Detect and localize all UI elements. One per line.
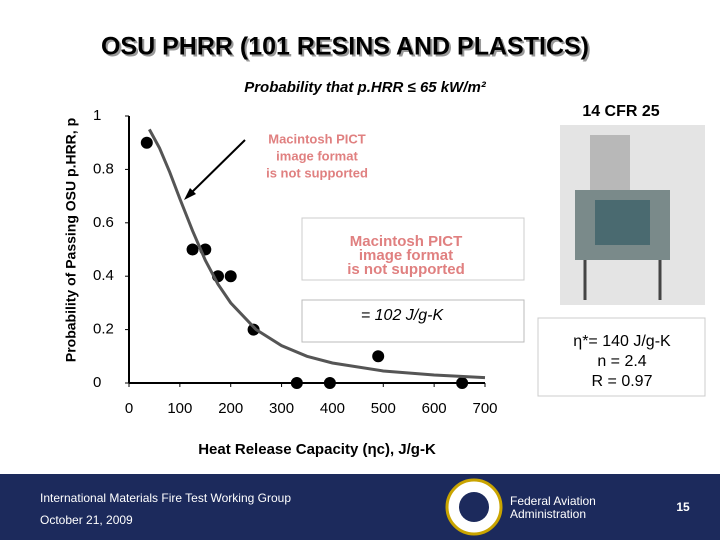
fit-text: n = 2.4 — [597, 353, 646, 370]
data-point — [247, 323, 260, 336]
placeholder-text: image format — [276, 148, 358, 163]
x-tick-label: 700 — [472, 400, 497, 417]
y-tick-label: 0.6 — [93, 214, 114, 231]
y-tick-label: 0.4 — [93, 267, 114, 284]
x-tick-label: 600 — [422, 400, 447, 417]
standard-label: 14 CFR 25 — [582, 103, 659, 120]
faa-logo-center — [459, 492, 489, 522]
x-axis-label: Heat Release Capacity (ηc), J/g-K — [198, 441, 436, 458]
data-point — [323, 377, 336, 389]
placeholder-text: is not supported — [347, 261, 465, 278]
y-tick-label: 0 — [93, 374, 101, 391]
fit-box — [537, 317, 706, 397]
placeholder-small: Macintosh PICT image format is not suppo… — [266, 131, 368, 180]
y-tick-label: 1 — [93, 107, 101, 124]
placeholder-text: is not supported — [266, 165, 368, 180]
fit-text: R = 0.97 — [592, 373, 653, 390]
footer-date: October 21, 2009 — [40, 513, 133, 527]
placeholder-text: Macintosh PICT — [268, 131, 366, 146]
x-tick-label: 500 — [371, 400, 396, 417]
x-tick-label: 100 — [167, 400, 192, 417]
data-point — [372, 350, 385, 363]
page-number: 15 — [676, 500, 690, 514]
footer-agency: Administration — [510, 507, 586, 521]
x-tick-label: 400 — [320, 400, 345, 417]
fit-text: η*= 140 J/g-K — [573, 333, 671, 350]
fit-curve — [148, 128, 486, 380]
footer-agency: Federal Aviation — [510, 494, 596, 508]
y-axis-label: Probability of Passing OSU p.HRR, p — [63, 118, 79, 362]
y-tick-label: 0.8 — [93, 160, 114, 177]
footer-band — [0, 474, 720, 540]
title: OSU PHRR (101 RESINS AND PLASTICS) — [101, 33, 589, 61]
placeholder-large: Macintosh PICT image format is not suppo… — [301, 217, 525, 281]
arrow-head — [184, 188, 196, 200]
data-point — [290, 377, 303, 389]
footer-group: International Materials Fire Test Workin… — [40, 491, 291, 505]
data-point — [186, 243, 199, 256]
x-tick-label: 0 — [125, 400, 133, 417]
data-point — [224, 270, 237, 283]
chart-subtitle: Probability that p.HRR ≤ 65 kW/m² — [244, 79, 487, 96]
placeholder-text: Macintosh PICT — [350, 233, 463, 250]
callout: = 102 J/g-K — [361, 307, 445, 324]
arrow — [187, 139, 246, 197]
title-shadow: OSU PHRR (101 RESINS AND PLASTICS) — [103, 35, 591, 63]
data-point — [140, 136, 153, 149]
data-point — [456, 377, 469, 389]
x-tick-label: 300 — [269, 400, 294, 417]
apparatus-photo — [560, 125, 705, 305]
callout-box — [301, 299, 525, 343]
plot: 0 0.2 0.4 0.6 0.8 1 0 100 200 300 400 500 600 700 — [93, 107, 498, 417]
x-tick-label: 200 — [218, 400, 243, 417]
placeholder-text: image format — [359, 247, 453, 264]
y-tick-label: 0.2 — [93, 321, 114, 338]
